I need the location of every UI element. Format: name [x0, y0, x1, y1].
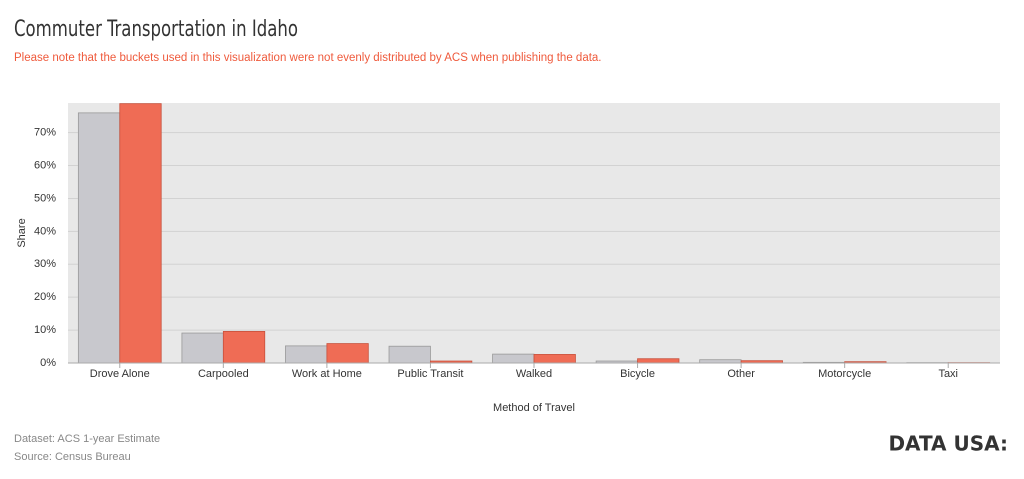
y-tick-label: 30%: [34, 258, 56, 270]
y-tick-label: 40%: [34, 225, 56, 237]
bar: [533, 354, 576, 364]
bar: [119, 103, 162, 364]
x-tick-label: Bicycle: [620, 368, 655, 380]
x-tick-label: Other: [727, 368, 755, 380]
x-tick-label: Drove Alone: [90, 368, 150, 380]
bar: [181, 332, 224, 364]
x-tick-label: Taxi: [938, 368, 958, 380]
x-tick-label: Walked: [516, 368, 552, 380]
bar: [492, 353, 535, 364]
plot-area: [68, 103, 1000, 363]
y-tick-label: 20%: [34, 291, 56, 303]
bar: [388, 345, 431, 364]
bar: [222, 331, 266, 364]
bar: [637, 358, 680, 364]
bar: [326, 343, 369, 364]
x-axis-label: Method of Travel: [493, 402, 575, 414]
dataset-note: Dataset: ACS 1-year Estimate: [14, 433, 160, 445]
x-tick-label: Work at Home: [292, 368, 362, 380]
bar: [77, 112, 121, 364]
chart-title: Commuter Transportation in Idaho: [14, 17, 298, 42]
y-tick-label: 60%: [34, 159, 56, 171]
y-axis-label: Share: [16, 218, 28, 247]
y-tick-label: 10%: [34, 324, 56, 336]
x-tick-label: Public Transit: [397, 368, 463, 380]
bar: [285, 345, 328, 364]
source-note: Source: Census Bureau: [14, 451, 131, 463]
x-tick-label: Carpooled: [198, 368, 249, 380]
y-tick-label: 50%: [34, 192, 56, 204]
x-tick-label: Motorcycle: [818, 368, 871, 380]
chart-subtitle: Please note that the buckets used in thi…: [14, 52, 602, 64]
y-tick-label: 0%: [40, 357, 56, 369]
logo: DATA USA:: [888, 432, 1008, 456]
y-tick-label: 70%: [34, 127, 56, 139]
